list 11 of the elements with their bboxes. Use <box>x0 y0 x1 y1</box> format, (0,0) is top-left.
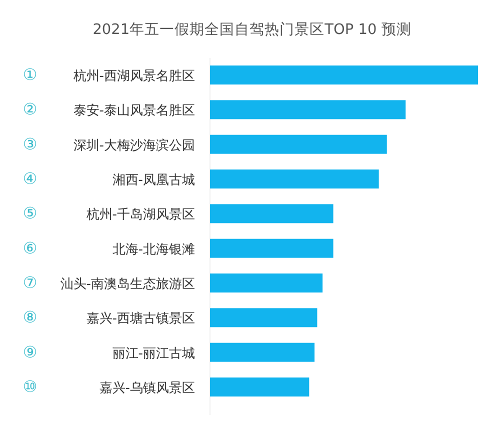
category: ⑦ 汕头-南澳岛生态旅游区 <box>22 273 195 292</box>
category: ⑨ 丽江-丽江古城 <box>22 342 195 362</box>
category: ① 杭州-西湖风景名胜区 <box>22 65 195 84</box>
category: ⑩ 嘉兴-乌镇风景区 <box>22 377 195 396</box>
category: ② 泰安-泰山风景名胜区 <box>22 100 195 119</box>
category: ③ 深圳-大梅沙海滨公园 <box>22 134 195 154</box>
title: 2021年五一假期全国自驾热门景区TOP 10 预测 <box>92 22 412 38</box>
category: ④ 湘西-凤凰古城 <box>22 169 195 188</box>
category: ⑥ 北海-北海银滩 <box>22 238 195 258</box>
category: ⑧ 嘉兴-西塘古镇景区 <box>22 308 195 327</box>
category: ⑤ 杭州-千岛湖风景区 <box>22 204 195 223</box>
